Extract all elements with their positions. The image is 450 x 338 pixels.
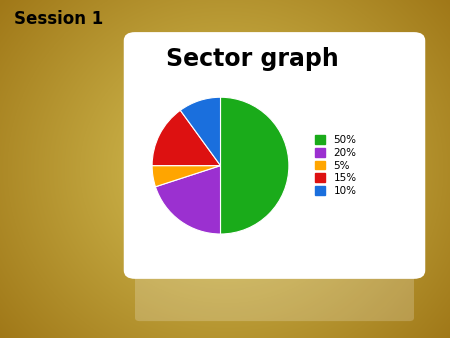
Wedge shape	[220, 97, 289, 234]
Text: Session 1: Session 1	[14, 10, 103, 28]
Wedge shape	[152, 166, 220, 187]
Legend: 50%, 20%, 5%, 15%, 10%: 50%, 20%, 5%, 15%, 10%	[315, 136, 356, 196]
Wedge shape	[155, 166, 220, 234]
Text: Sector graph: Sector graph	[166, 47, 338, 71]
Wedge shape	[180, 97, 220, 166]
Wedge shape	[152, 110, 220, 166]
FancyBboxPatch shape	[124, 32, 425, 279]
FancyBboxPatch shape	[135, 270, 414, 321]
